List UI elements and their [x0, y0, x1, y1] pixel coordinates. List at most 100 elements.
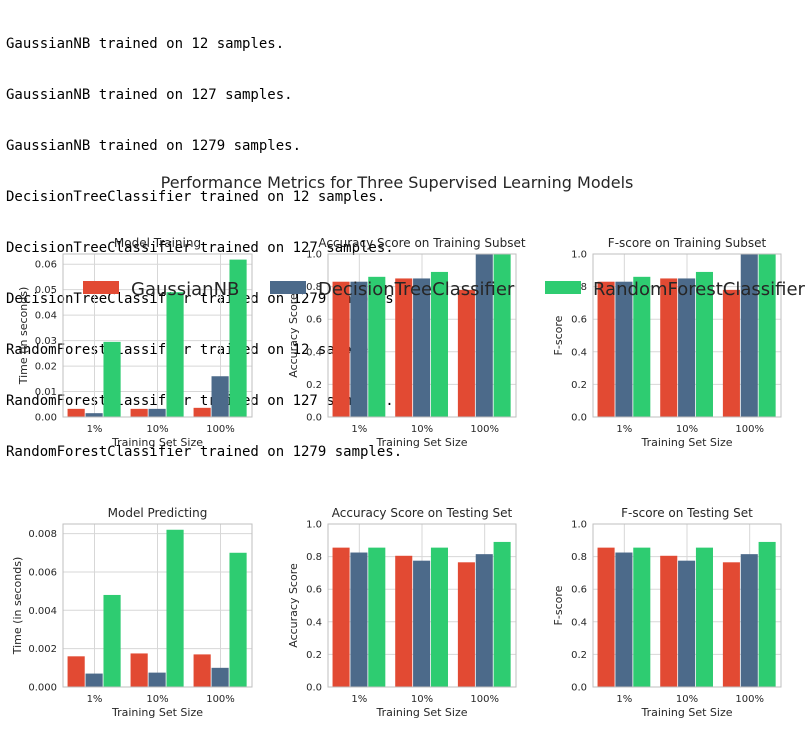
y-tick-label: 0.03	[35, 336, 57, 347]
bar-gaussiannb	[395, 555, 413, 687]
bar-randomforestclassifier	[368, 547, 386, 687]
y-tick-label: 0.06	[35, 260, 57, 271]
axes-frame	[327, 253, 517, 418]
y-tick-label: 1.0	[306, 250, 322, 261]
y-tick-label: 0.0	[571, 683, 587, 694]
y-tick-label: 1.0	[306, 520, 322, 531]
bar-randomforestclassifier	[633, 276, 651, 417]
bar-randomforestclassifier	[493, 541, 511, 687]
bar-gaussiannb	[67, 656, 85, 687]
chart-panel: 0.0 0.2 0.4 0.6 0.8 1.0 1% 10% 100% Accuracy Scor…	[287, 236, 526, 449]
bar-gaussiannb	[660, 555, 678, 687]
x-tick-label: 10%	[676, 694, 698, 705]
legend-label: GaussianNB	[131, 279, 239, 300]
bar-decisiontreeclassifier	[211, 376, 229, 417]
x-tick-label: 10%	[411, 694, 433, 705]
axes-frame	[327, 523, 517, 688]
chart-title: Accuracy Score on Testing Set	[332, 506, 513, 520]
x-tick-label: 1%	[616, 424, 632, 435]
x-axis-label: Training Set Size	[375, 436, 467, 449]
bar-decisiontreeclassifier	[615, 281, 633, 417]
chart-title: F-score on Training Subset	[608, 236, 767, 250]
bar-gaussiannb	[193, 407, 211, 417]
legend-swatch	[83, 281, 119, 294]
x-tick-label: 100%	[735, 424, 764, 435]
y-tick-label: 0.01	[35, 387, 57, 398]
legend-swatch	[545, 281, 581, 294]
bar-gaussiannb	[193, 654, 211, 687]
bar-randomforestclassifier	[758, 254, 776, 417]
y-tick-label: 0.0	[306, 413, 322, 424]
y-tick-label: 0.02	[35, 362, 57, 373]
y-tick-label: 0.8	[306, 282, 322, 293]
chart-panel: 0.000 0.002 0.004 0.006 0.008 1% 10% 100% Model …	[11, 506, 253, 719]
bar-gaussiannb	[130, 653, 148, 687]
y-tick-label: 0.6	[306, 585, 322, 596]
bar-randomforestclassifier	[103, 594, 121, 687]
bar-randomforestclassifier	[166, 292, 184, 417]
legend-label: RandomForestClassifier	[593, 279, 806, 300]
bar-decisiontreeclassifier	[350, 281, 368, 417]
bar-randomforestclassifier	[633, 547, 651, 687]
bar-randomforestclassifier	[493, 254, 511, 417]
y-tick-label: 0.0	[306, 683, 322, 694]
console-line: RandomForestClassifier trained on 1279 s…	[6, 444, 403, 460]
x-axis-label: Training Set Size	[640, 706, 732, 719]
y-tick-label: 0.6	[306, 315, 322, 326]
y-axis-label: Time (in seconds)	[11, 557, 24, 656]
bar-gaussiannb	[130, 408, 148, 417]
bar-randomforestclassifier	[695, 547, 713, 687]
bar-decisiontreeclassifier	[740, 254, 758, 417]
bar-decisiontreeclassifier	[413, 278, 431, 417]
bar-gaussiannb	[660, 278, 678, 417]
figure-suptitle: Performance Metrics for Three Supervised…	[161, 173, 634, 192]
y-tick-label: 0.4	[571, 347, 587, 358]
bar-decisiontreeclassifier	[413, 560, 431, 687]
bar-decisiontreeclassifier	[615, 552, 633, 687]
bar-randomforestclassifier	[430, 547, 448, 687]
y-tick-label: 0.4	[571, 617, 587, 628]
y-tick-label: 0.2	[306, 650, 322, 661]
y-tick-label: 0.4	[306, 617, 322, 628]
y-tick-label: 0.002	[28, 644, 57, 655]
bar-randomforestclassifier	[166, 529, 184, 687]
bar-randomforestclassifier	[758, 541, 776, 687]
y-axis-label: Accuracy Score	[287, 563, 300, 648]
y-tick-label: 0.05	[35, 285, 57, 296]
x-tick-label: 1%	[351, 694, 367, 705]
bar-gaussiannb	[332, 281, 350, 417]
bar-decisiontreeclassifier	[350, 552, 368, 687]
chart-panel: 0.0 0.2 0.4 0.6 0.8 1.0 1% 10% 100% Accuracy Scor…	[287, 506, 517, 719]
y-tick-label: 0.6	[571, 315, 587, 326]
bar-randomforestclassifier	[695, 271, 713, 417]
y-tick-label: 0.2	[306, 380, 322, 391]
y-tick-label: 1.0	[571, 250, 587, 261]
axes-frame	[592, 253, 782, 418]
x-tick-label: 100%	[470, 694, 499, 705]
x-tick-label: 10%	[146, 424, 168, 435]
bar-decisiontreeclassifier	[85, 413, 103, 417]
bar-randomforestclassifier	[368, 276, 386, 417]
y-tick-label: 0.8	[306, 552, 322, 563]
bar-gaussiannb	[597, 281, 615, 417]
bar-gaussiannb	[457, 289, 475, 417]
bar-decisiontreeclassifier	[85, 673, 103, 687]
y-tick-label: 0.4	[306, 347, 322, 358]
bar-gaussiannb	[395, 278, 413, 417]
x-axis-label: Training Set Size	[640, 436, 732, 449]
y-tick-label: 0.2	[571, 650, 587, 661]
axes-frame	[592, 523, 782, 688]
y-axis-label: Accuracy Score	[287, 293, 300, 378]
bar-decisiontreeclassifier	[678, 560, 696, 687]
axes-frame	[62, 253, 253, 418]
x-tick-label: 100%	[735, 694, 764, 705]
y-axis-label: F-score	[552, 315, 565, 355]
legend-label: DecisionTreeClassifier	[318, 279, 515, 300]
x-tick-label: 10%	[411, 424, 433, 435]
bar-decisiontreeclassifier	[148, 672, 166, 687]
x-axis-label: Training Set Size	[375, 706, 467, 719]
y-tick-label: 0.008	[28, 529, 57, 540]
chart-title: F-score on Testing Set	[621, 506, 753, 520]
console-line: GaussianNB trained on 1279 samples.	[6, 138, 302, 154]
